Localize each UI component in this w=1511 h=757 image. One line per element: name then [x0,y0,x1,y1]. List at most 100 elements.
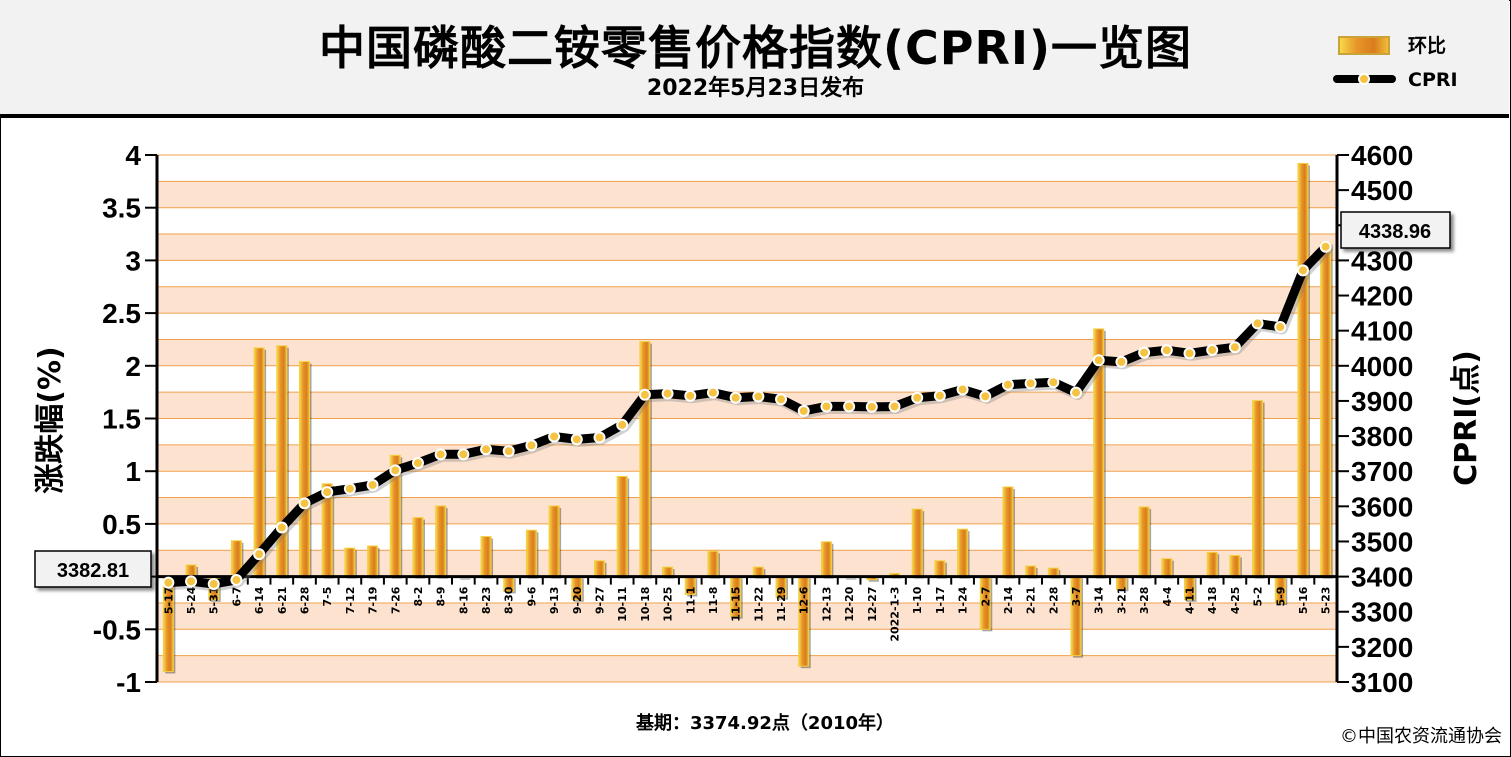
cpri-point-8-9 [434,448,447,461]
category-label-9-20: 9-20 [571,586,584,614]
cpri-point-1-10 [911,391,924,404]
cpri-point-3-14 [1092,354,1105,367]
cpri-point-2-14 [1001,378,1014,391]
cpri-point-10-18 [638,388,651,401]
cpri-point-11-8 [706,386,719,399]
bar-5-23 [1320,241,1332,578]
cpri-point-8-16 [457,448,470,461]
cpri-line [163,242,1331,589]
cpri-point-4-11 [1183,347,1196,360]
category-label-10-25: 10-25 [662,587,675,622]
legend-label-cpri: CPRI [1408,69,1458,91]
bar-shadow [460,578,471,580]
category-label-11-1: 11-1 [684,587,697,615]
bar-2-14 [1002,486,1014,578]
category-label-1-17: 1-17 [934,587,947,615]
cpri-point-9-13 [548,430,561,443]
cpri-point-11-15 [729,391,742,404]
plot-band [157,181,1337,208]
left-tick-label: 3 [125,245,141,276]
bar-1-17 [934,560,946,578]
category-label-6-28: 6-28 [299,587,312,615]
bar-6-14 [253,347,265,578]
bar-4-18 [1206,551,1218,578]
right-tick-label: 3300 [1351,597,1413,628]
cpri-point-8-2 [411,457,424,470]
plot-band [157,655,1337,682]
cpri-point-2022-1-3 [888,400,901,413]
chart-title: 中国磷酸二铵零售价格指数(CPRI)一览图 [318,21,1193,75]
category-label-9-27: 9-27 [594,587,607,615]
plot-band [157,602,1337,630]
right-tick-label: 4000 [1351,351,1413,382]
cpri-point-12-27 [865,400,878,413]
right-tick-label: 3100 [1351,667,1413,698]
cpri-point-7-26 [389,464,402,477]
cpri-point-5-9 [1274,321,1287,334]
bar-10-11 [616,475,628,578]
bar-11-8 [707,550,719,578]
bar-6-28 [299,361,310,578]
category-label-4-18: 4-18 [1206,587,1219,615]
cpri-point-8-30 [502,445,515,458]
category-label-5-23: 5-23 [1320,587,1333,615]
category-label-12-6: 12-6 [798,586,811,614]
left-tick-label: 2.5 [102,298,141,329]
bar-12-13 [820,541,832,578]
category-label-5-9: 5-9 [1274,587,1287,607]
bar-9-13 [548,505,560,578]
right-tick-label: 3900 [1351,386,1413,417]
category-label-11-15: 11-15 [730,587,743,622]
cpri-point-6-14 [253,548,266,561]
category-label-8-16: 8-16 [457,586,470,614]
cpri-point-1-17 [933,389,946,402]
cpri-point-3-28 [1138,346,1151,359]
cpri-point-9-6 [525,439,538,452]
cpri-point-6-7 [230,573,243,586]
cpri-point-12-6 [797,404,810,417]
left-tick-label: 0.5 [102,509,141,540]
bar-7-12 [344,547,356,578]
plot-band [157,444,1337,472]
category-label-6-21: 6-21 [276,587,289,615]
left-axis-title: 涨跌幅(%) [33,346,68,493]
legend-label-huanbi: 环比 [1408,35,1446,57]
right-tick-label: 3600 [1351,491,1413,522]
category-label-5-17: 5-17 [162,587,175,615]
cpri-point-7-5 [321,486,334,499]
category-label-8-9: 8-9 [435,587,448,607]
bar-1-10 [911,508,923,578]
cpri-point-4-25 [1228,341,1241,354]
chart-subtitle: 2022年5月23日发布 [646,76,865,101]
category-label-3-28: 3-28 [1138,587,1151,615]
cpri-point-4-4 [1160,344,1173,357]
bar-8-2 [412,517,424,578]
left-tick-label: 3.5 [102,193,141,224]
right-tick-label: 3500 [1351,526,1413,557]
cpri-point-7-12 [343,482,356,495]
category-label-8-30: 8-30 [503,586,516,614]
right-tick-label: 4300 [1351,245,1413,276]
cpri-point-7-19 [366,478,379,491]
start-value-label: 3382.81 [57,560,129,582]
cpri-point-4-18 [1206,344,1219,357]
cpri-point-10-25 [661,387,674,400]
category-label-7-26: 7-26 [389,586,402,614]
bar-5-24 [185,564,197,578]
cpri-point-2-21 [1024,377,1037,390]
cpri-point-6-21 [275,521,288,534]
category-label-7-12: 7-12 [344,587,357,615]
bar-9-6 [525,529,537,578]
category-label-4-4: 4-4 [1161,586,1174,606]
line-series-cpri [162,240,1334,592]
category-label-11-29: 11-29 [775,587,788,622]
left-tick-label: -1 [116,667,141,698]
bar-2-21 [1025,565,1037,578]
right-axis-title: CPRI(点) [1449,350,1484,486]
category-label-4-25: 4-25 [1229,587,1242,615]
plot-band [157,234,1337,261]
left-tick-label: -0.5 [93,614,141,645]
right-tick-label: 3800 [1351,421,1413,452]
left-tick-label: 4 [125,140,141,171]
